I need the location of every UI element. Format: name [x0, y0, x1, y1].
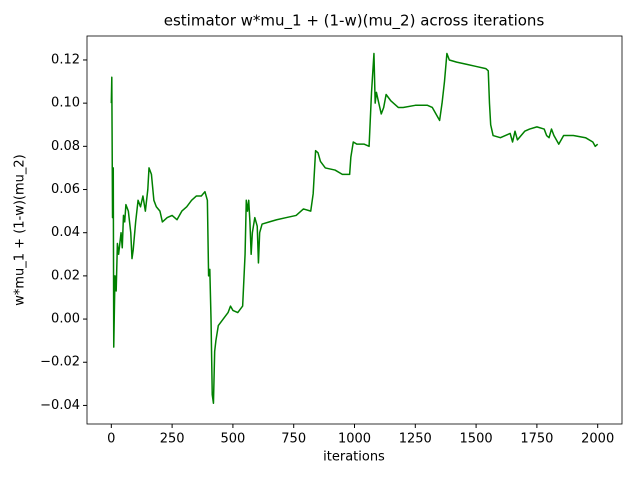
plot-frame: [86, 35, 623, 425]
x-tick-label: 1500: [460, 432, 493, 447]
x-tick-label: 1250: [399, 432, 432, 447]
y-tick-label: −0.02: [40, 355, 80, 370]
y-tick-label: −0.04: [40, 398, 80, 413]
x-tick-label: 1750: [520, 432, 553, 447]
y-tick-label: 0.00: [51, 312, 80, 327]
x-tick-label: 1000: [338, 432, 371, 447]
x-tick-label: 750: [281, 432, 306, 447]
y-tick-label: 0.08: [51, 139, 80, 154]
y-tick-label: 0.12: [51, 52, 80, 67]
x-tick-label: 0: [107, 432, 115, 447]
y-tick-label: 0.10: [51, 96, 80, 111]
x-axis-label: iterations: [323, 450, 385, 465]
y-tick-label: 0.04: [51, 225, 80, 240]
y-axis-label: w*mu_1 + (1-w)(mu_2): [13, 154, 28, 306]
x-tick-label: 2000: [581, 432, 614, 447]
y-tick-label: 0.06: [51, 182, 80, 197]
chart-title: estimator w*mu_1 + (1-w)(mu_2) across it…: [164, 12, 545, 31]
x-tick-label: 500: [220, 432, 245, 447]
data-line: [110, 52, 599, 405]
x-tick-label: 250: [160, 432, 185, 447]
y-tick-label: 0.02: [51, 268, 80, 283]
